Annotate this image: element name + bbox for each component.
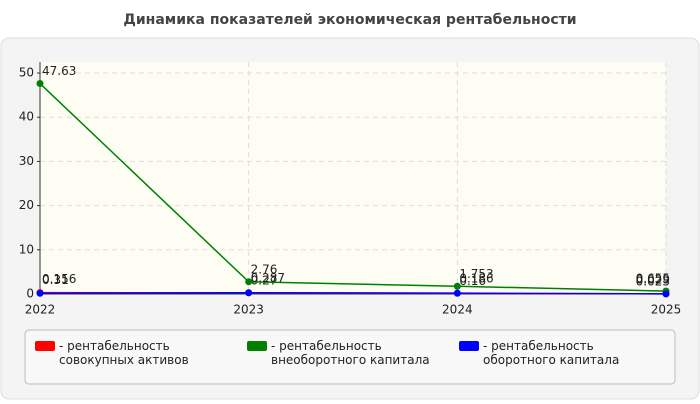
y-tick-label: 10 [19, 242, 34, 256]
chart-title: Динамика показателей экономическая рента… [123, 12, 576, 28]
x-tick-label: 2022 [25, 303, 56, 317]
legend-label: - рентабельность оборотного капитала [483, 339, 619, 367]
data-point [245, 278, 253, 286]
series-line [39, 291, 667, 295]
y-tick-label: 50 [19, 66, 34, 80]
data-label: 1.753 [459, 267, 493, 281]
y-tick-label: 30 [19, 154, 34, 168]
data-label: 0.156 [42, 272, 76, 286]
data-label: 0.186 [459, 272, 493, 286]
series-line [39, 82, 667, 292]
data-label: 0.025 [636, 274, 670, 288]
legend-swatch [459, 341, 479, 351]
data-label: 0.16 [459, 274, 486, 288]
data-label: 0.655 [636, 272, 670, 286]
plot-area [40, 62, 666, 294]
data-label: 0.029 [636, 272, 670, 286]
legend-swatch [35, 341, 55, 351]
legend-label: - рентабельность внеоборотного капитала [271, 339, 430, 367]
x-tick-label: 2023 [233, 303, 264, 317]
legend-box [24, 329, 676, 385]
data-label: 0.27 [251, 273, 278, 287]
data-point [36, 80, 44, 88]
legend-swatch [247, 341, 267, 351]
data-point [453, 289, 461, 297]
data-label: 0.287 [251, 271, 285, 285]
y-tick-label: 0 [26, 287, 34, 301]
x-tick-label: 2025 [651, 303, 682, 317]
y-tick-label: 20 [19, 198, 34, 212]
legend-label: - рентабельность совокупных активов [59, 339, 189, 367]
data-point [36, 289, 44, 297]
data-point [245, 289, 253, 297]
data-label: 47.63 [42, 64, 76, 78]
data-point [453, 282, 461, 290]
y-tick-label: 40 [19, 110, 34, 124]
data-label: 2.76 [251, 262, 278, 276]
data-label: 0.31 [42, 273, 69, 287]
data-point [662, 290, 670, 298]
x-tick-label: 2024 [442, 303, 473, 317]
